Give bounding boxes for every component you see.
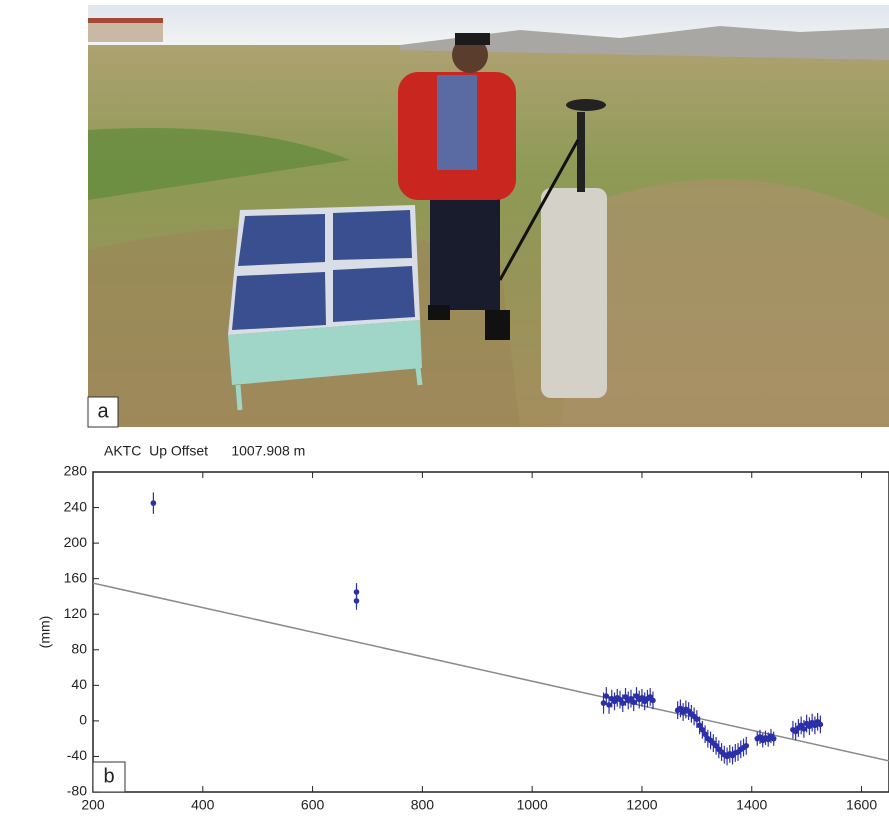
y-tick-label: 120 bbox=[64, 605, 88, 621]
data-point bbox=[620, 700, 626, 706]
data-point bbox=[650, 698, 656, 704]
y-tick-label: 200 bbox=[64, 534, 88, 550]
x-tick-label: 1200 bbox=[626, 797, 657, 813]
plot-frame bbox=[93, 472, 889, 792]
y-tick-label: 40 bbox=[71, 676, 87, 692]
x-tick-label: 1400 bbox=[736, 797, 767, 813]
data-point bbox=[601, 700, 607, 706]
x-tick-label: 400 bbox=[191, 797, 215, 813]
data-point bbox=[354, 598, 360, 604]
data-point bbox=[818, 722, 824, 728]
x-tick-label: 200 bbox=[81, 797, 105, 813]
y-axis-label: (mm) bbox=[37, 616, 53, 649]
chart-title: AKTC Up Offset 1007.908 m bbox=[104, 443, 305, 459]
data-point bbox=[631, 699, 637, 705]
x-tick-label: 1600 bbox=[846, 797, 877, 813]
x-tick-label: 1000 bbox=[517, 797, 548, 813]
panel-label: b bbox=[103, 765, 114, 787]
y-tick-label: -40 bbox=[67, 747, 87, 763]
data-point bbox=[801, 726, 807, 732]
x-tick-label: 800 bbox=[411, 797, 435, 813]
panel-label: a bbox=[97, 400, 109, 422]
y-tick-label: 80 bbox=[71, 640, 87, 656]
y-tick-label: 280 bbox=[64, 463, 88, 479]
data-point bbox=[606, 702, 612, 708]
plot-area bbox=[93, 492, 889, 765]
page: a AKTC Up Offset 1007.908 m (mm) b -80-4… bbox=[0, 0, 889, 820]
data-point bbox=[771, 736, 777, 742]
y-tick-label: 160 bbox=[64, 569, 88, 585]
figure: a AKTC Up Offset 1007.908 m (mm) b -80-4… bbox=[0, 0, 889, 820]
data-point bbox=[743, 743, 749, 749]
x-tick-label: 600 bbox=[301, 797, 325, 813]
y-tick-label: 240 bbox=[64, 498, 88, 514]
photo: a bbox=[88, 5, 889, 427]
data-point bbox=[151, 500, 157, 506]
y-tick-label: 0 bbox=[79, 712, 87, 728]
data-point bbox=[694, 716, 700, 722]
data-point bbox=[603, 693, 609, 699]
